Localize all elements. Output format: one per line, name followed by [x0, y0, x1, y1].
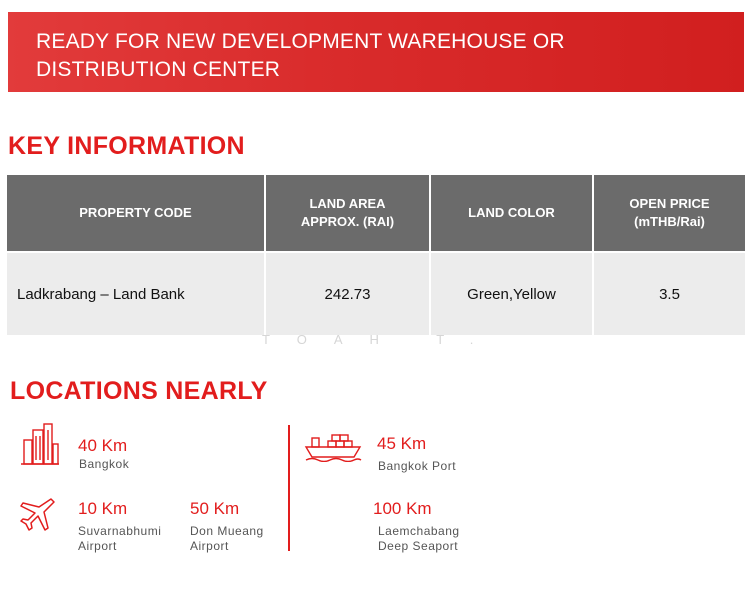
bangkok-label: Bangkok: [79, 457, 130, 471]
key-information-table: PROPERTY CODE LAND AREA APPROX. (RAI) LA…: [7, 175, 745, 335]
suvarnabhumi-distance: 10 Km: [78, 499, 128, 518]
location-divider: [288, 425, 290, 551]
header-open-price: OPEN PRICE (mTHB/Rai): [593, 175, 745, 252]
bangkok-port-label: Bangkok Port: [378, 459, 457, 473]
header-land-area: LAND AREA APPROX. (RAI): [265, 175, 431, 252]
cell-land-area: 242.73: [265, 251, 431, 335]
watermark: TOAH T.: [262, 332, 501, 347]
header-banner: READY FOR NEW DEVELOPMENT WAREHOUSE OR D…: [8, 12, 744, 92]
locations-heading: LOCATIONS NEARLY: [10, 377, 268, 405]
bangkok-port-distance: 45 Km: [377, 434, 427, 453]
don-mueang-label: Don Mueang Airport: [190, 524, 264, 553]
table-row: Ladkrabang – Land Bank 242.73 Green,Yell…: [7, 251, 745, 335]
laemchabang-distance: 100 Km: [373, 499, 432, 518]
header-land-color: LAND COLOR: [430, 175, 594, 252]
header-property-code: PROPERTY CODE: [7, 175, 266, 252]
airplane-icon: [18, 494, 58, 539]
cargo-ship-icon: [304, 432, 362, 467]
don-mueang-distance: 50 Km: [190, 499, 240, 518]
bangkok-distance: 40 Km: [78, 436, 128, 455]
suvarnabhumi-label: Suvarnabhumi Airport: [78, 524, 162, 553]
city-buildings-icon: [20, 422, 60, 471]
banner-title-line-2: DISTRIBUTION CENTER: [36, 58, 281, 81]
laemchabang-label: Laemchabang Deep Seaport: [378, 524, 460, 553]
banner-title-line-1: READY FOR NEW DEVELOPMENT WAREHOUSE OR: [36, 30, 565, 53]
key-information-heading: KEY INFORMATION: [8, 132, 245, 160]
cell-open-price: 3.5: [593, 251, 745, 335]
cell-property-code: Ladkrabang – Land Bank: [7, 251, 266, 335]
cell-land-color: Green,Yellow: [430, 251, 594, 335]
table-header-row: PROPERTY CODE LAND AREA APPROX. (RAI) LA…: [7, 175, 745, 252]
